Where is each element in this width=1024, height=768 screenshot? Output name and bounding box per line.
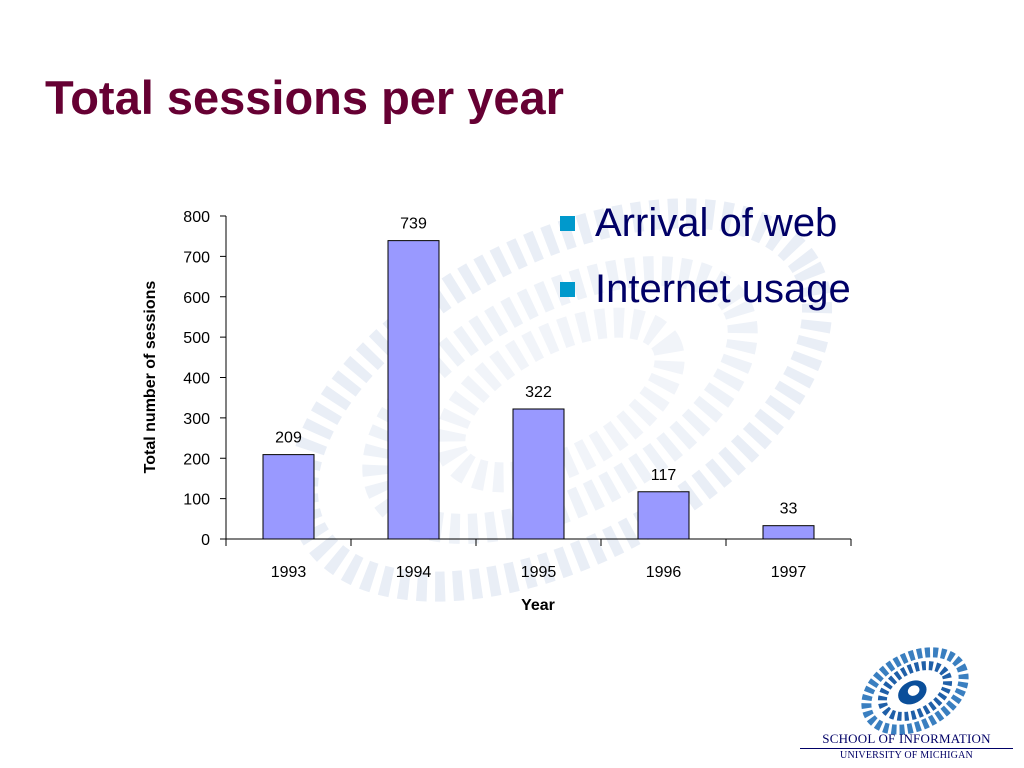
square-bullet-icon bbox=[560, 281, 575, 297]
y-tick-label: 600 bbox=[183, 290, 210, 307]
x-tick-label: 1993 bbox=[271, 564, 307, 581]
school-logo-icon bbox=[861, 647, 969, 735]
x-tick-label: 1994 bbox=[396, 564, 432, 581]
logo-text-university: UNIVERSITY OF MICHIGAN bbox=[840, 750, 973, 761]
data-label: 739 bbox=[400, 216, 427, 233]
y-tick-label: 300 bbox=[183, 411, 210, 428]
data-label: 209 bbox=[275, 430, 302, 447]
square-bullet-icon bbox=[560, 215, 575, 231]
bar-1994 bbox=[387, 240, 440, 540]
bullet-list: Arrival of web Internet usage bbox=[560, 190, 851, 322]
y-tick-label: 400 bbox=[183, 371, 210, 388]
x-tick-label: 1997 bbox=[771, 564, 807, 581]
y-tick-label: 100 bbox=[183, 492, 210, 509]
bullet-text: Internet usage bbox=[595, 266, 851, 311]
x-tick-label: 1996 bbox=[646, 564, 682, 581]
slide-title: Total sessions per year bbox=[45, 71, 564, 124]
x-axis-label: Year bbox=[521, 597, 555, 614]
data-label: 33 bbox=[780, 501, 798, 518]
data-label: 117 bbox=[651, 467, 677, 484]
bar-1996 bbox=[637, 491, 690, 540]
y-axis-label: Total number of sessions bbox=[142, 281, 159, 474]
y-tick-label: 500 bbox=[183, 330, 210, 347]
bullet-item: Internet usage bbox=[560, 256, 851, 322]
bullet-text: Arrival of web bbox=[595, 200, 838, 245]
x-tick-label: 1995 bbox=[521, 564, 557, 581]
data-label: 322 bbox=[525, 384, 552, 401]
y-tick-label: 700 bbox=[183, 249, 210, 266]
bar-1997 bbox=[762, 525, 815, 540]
y-tick-label: 800 bbox=[183, 209, 210, 226]
y-tick-label: 0 bbox=[201, 532, 210, 549]
bullet-item: Arrival of web bbox=[560, 190, 851, 256]
bar-1993 bbox=[262, 454, 315, 540]
bar-1995 bbox=[512, 408, 565, 540]
y-tick-label: 200 bbox=[183, 451, 210, 468]
logo-text-school: SCHOOL OF INFORMATION bbox=[800, 731, 1013, 749]
